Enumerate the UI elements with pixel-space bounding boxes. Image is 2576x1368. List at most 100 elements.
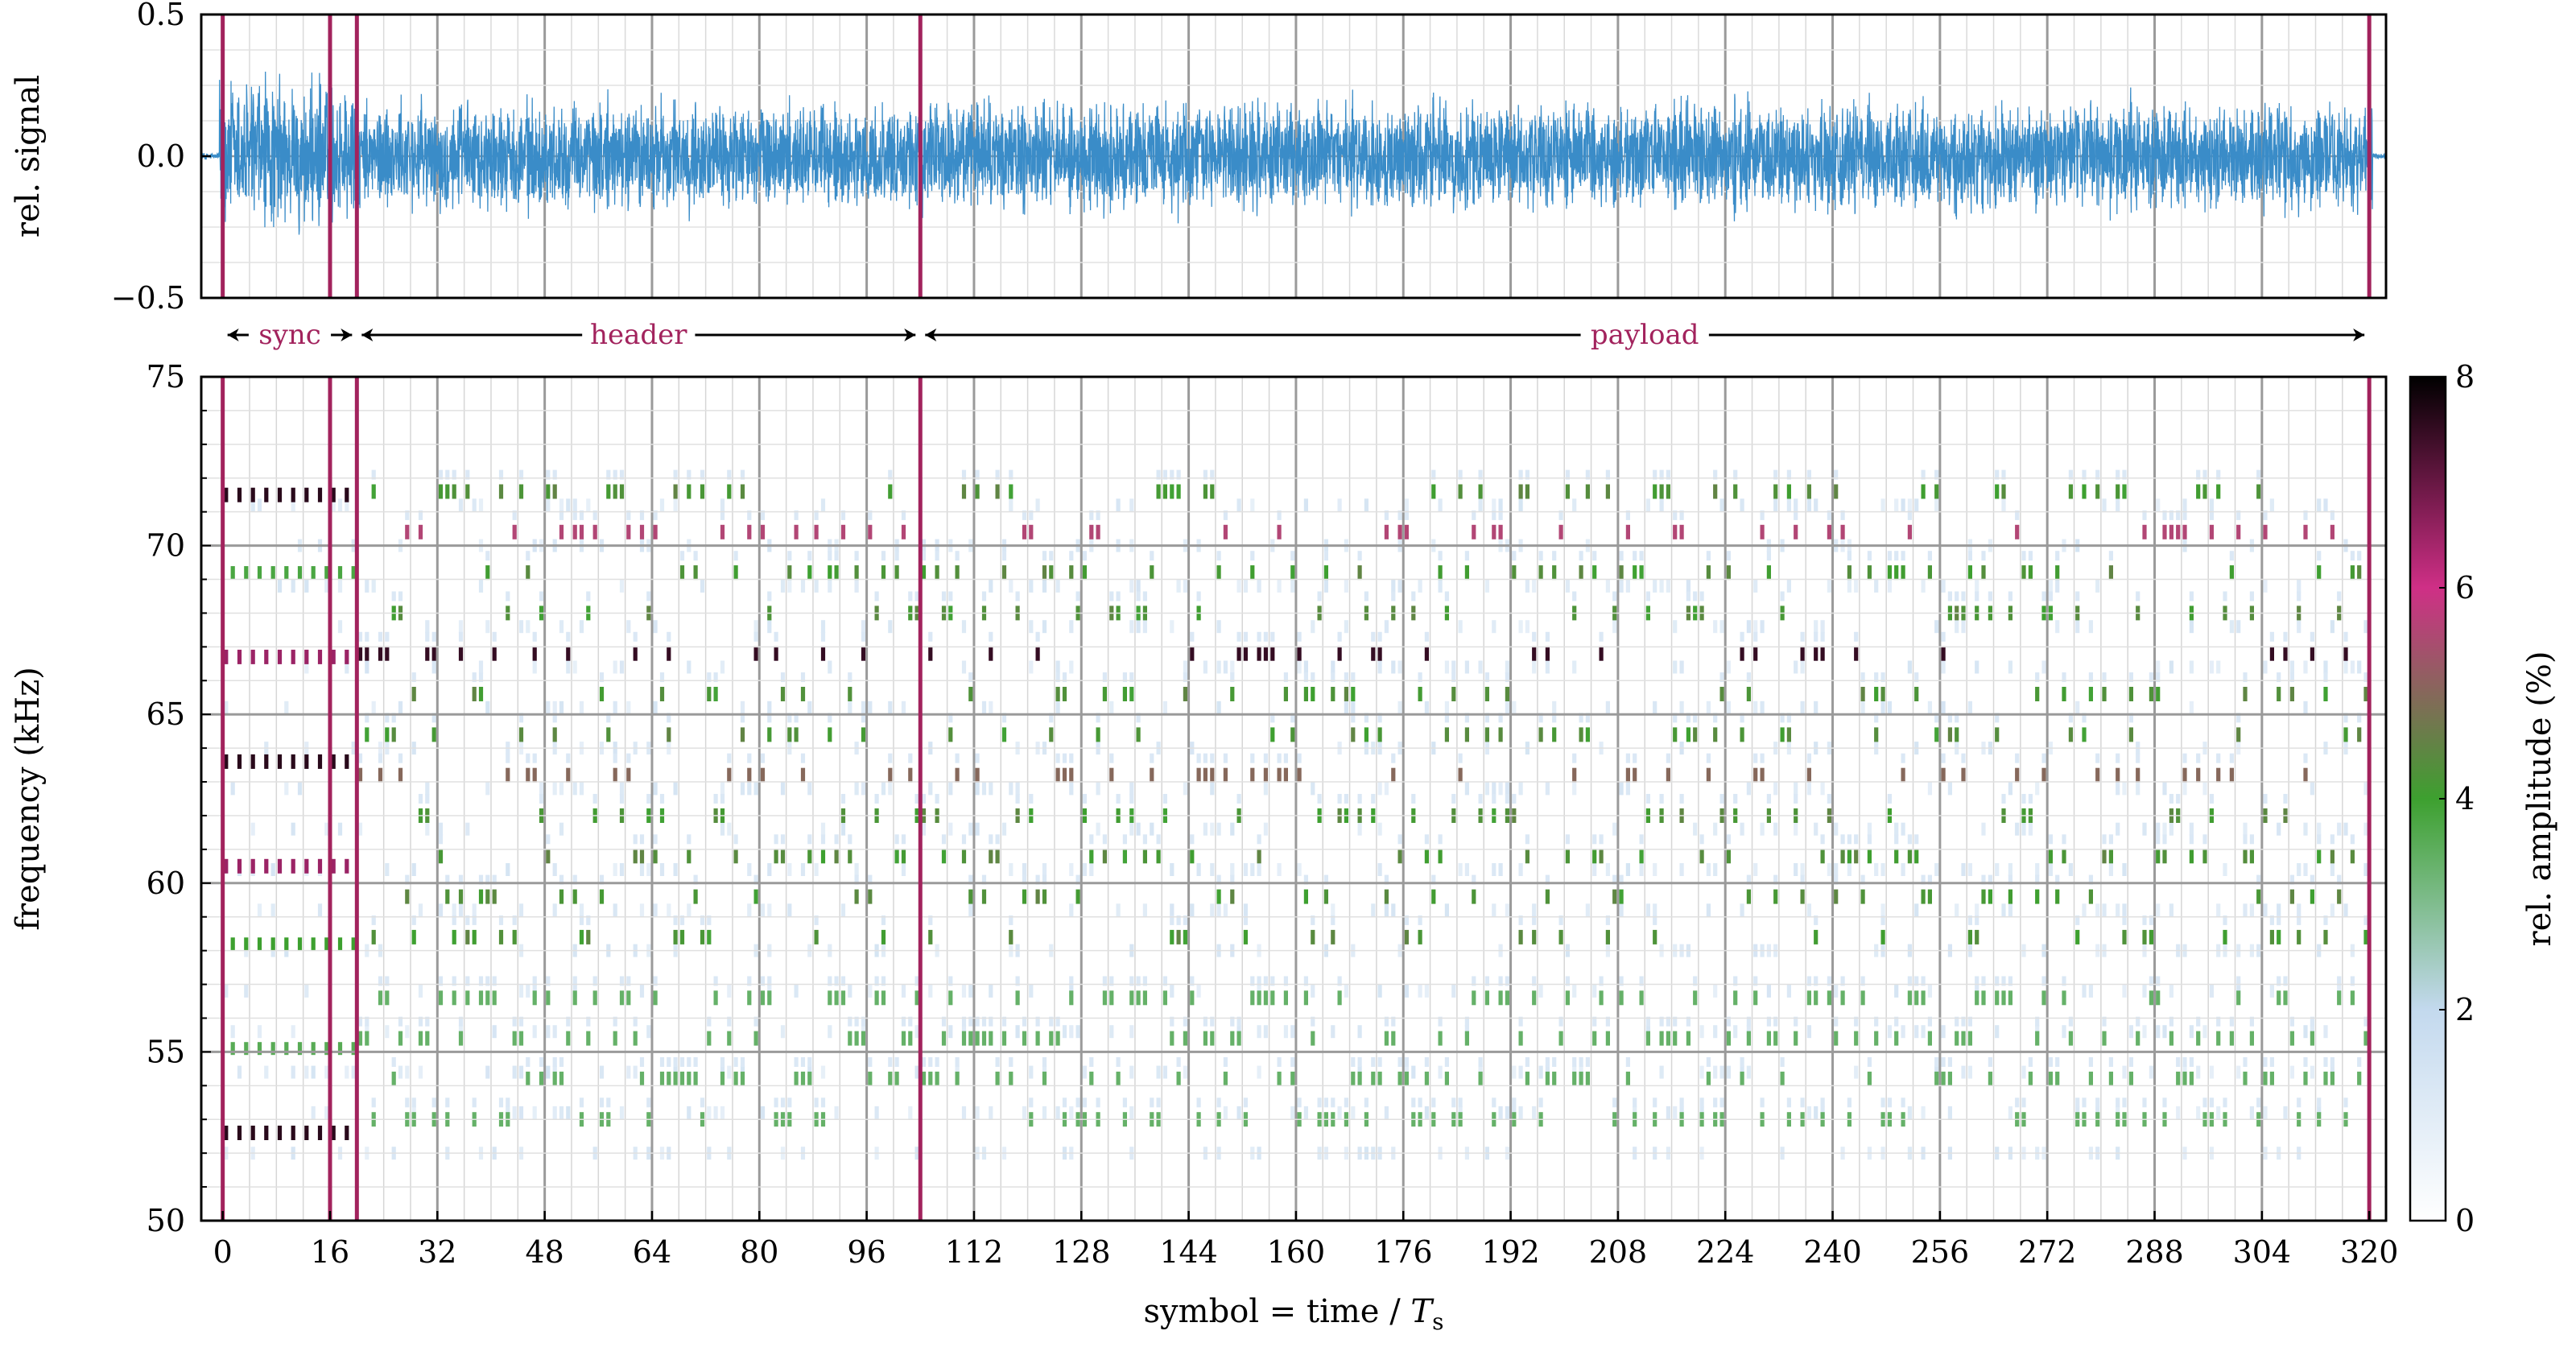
spectrogram-cell <box>1015 976 1020 986</box>
spectrogram-cell <box>921 1071 927 1086</box>
spectrogram-cell <box>1766 1031 1771 1046</box>
spectrogram-cell <box>1625 1057 1630 1067</box>
spectrogram-cell <box>1283 1025 1288 1039</box>
spectrogram-cell <box>1116 794 1121 804</box>
spectrogram-cell <box>351 1065 356 1079</box>
spectrogram-cell <box>633 834 638 845</box>
spectrogram-cell <box>1887 794 1892 804</box>
spectrogram-cell <box>297 1042 303 1056</box>
spectrogram-cell <box>888 767 893 783</box>
spectrogram-cell <box>2189 1071 2194 1086</box>
spectrogram-cell <box>546 990 551 1006</box>
spectrogram-cell <box>1384 510 1389 520</box>
spectrogram-cell <box>1673 713 1678 723</box>
spectrogram-cell <box>1075 1097 1080 1108</box>
spectrogram-cell <box>1082 1097 1087 1108</box>
spectrogram-cell <box>230 566 235 580</box>
spectrogram-cell <box>1585 903 1590 917</box>
spectrogram-cell <box>1049 551 1054 561</box>
spectrogram-cell <box>478 990 484 1006</box>
spectrogram-cell <box>1183 915 1187 925</box>
spectrogram-cell <box>518 713 524 723</box>
section-annotations: sync header payload <box>227 319 2365 351</box>
spectrogram-cell <box>452 903 456 917</box>
spectrogram-cell <box>2095 767 2100 783</box>
spectrogram-cell <box>586 1031 591 1046</box>
spectrogram-cell <box>566 646 571 661</box>
spectrogram-cell <box>2001 903 2006 917</box>
spectrogram-cell <box>1552 701 1557 714</box>
spectrogram-cell <box>1190 849 1195 864</box>
spectrogram-cell <box>720 498 725 512</box>
spectrogram-cell <box>1055 672 1060 683</box>
spectrogram-cell <box>1190 903 1195 917</box>
spectrogram-cell <box>1150 753 1154 763</box>
spectrogram-cell <box>1766 565 1771 581</box>
section-arrow-head <box>2353 329 2365 341</box>
spectrogram-cell <box>2142 822 2147 836</box>
spectrogram-cell <box>1679 701 1684 714</box>
spectrogram-cell <box>2189 822 2194 836</box>
spectrogram-cell <box>1109 753 1114 763</box>
spectrogram-cell <box>485 551 490 561</box>
spectrogram-cell <box>753 889 758 904</box>
spectrogram-cell <box>1874 687 1879 701</box>
spectrogram-cell <box>1484 990 1489 1006</box>
spectrogram-cell <box>277 649 283 664</box>
spectrogram-cell <box>981 1031 987 1046</box>
spectrogram-cell <box>357 631 363 642</box>
spectrogram-cell <box>1552 713 1557 723</box>
spectrogram-cell <box>1424 849 1429 864</box>
x-tick-label: 128 <box>1052 1234 1111 1270</box>
spectrogram-cell <box>1277 579 1282 593</box>
spectrogram-cell <box>1223 753 1228 763</box>
spectrogram-cell <box>371 915 376 925</box>
spectrogram-cell <box>1612 874 1617 885</box>
spectrogram-cell <box>1874 579 1879 593</box>
spectrogram-cell <box>498 1097 504 1108</box>
spectrogram-cell <box>1431 874 1436 885</box>
spectrogram-cell <box>861 727 866 742</box>
spectrogram-cell <box>700 929 705 944</box>
spectrogram-cell <box>2015 1097 2020 1108</box>
spectrogram-cell <box>2182 767 2187 783</box>
spectrogram-cell <box>1955 903 1959 917</box>
spectrogram-cell <box>2028 551 2033 561</box>
spectrogram-cell <box>1653 469 1657 480</box>
spectrogram-cell <box>659 1057 665 1067</box>
spectrogram-cell <box>1257 834 1261 845</box>
spectrogram-cell <box>1927 874 1932 885</box>
spectrogram-cell <box>2182 510 2187 520</box>
spectrogram-cell <box>1505 990 1509 1006</box>
spectrogram-cell <box>2310 889 2314 904</box>
spectrogram-cell <box>1834 889 1839 904</box>
spectrogram-cell <box>2082 1097 2087 1108</box>
spectrogram-cell <box>646 794 651 804</box>
spectrogram-cell <box>941 849 947 864</box>
spectrogram-cell <box>2310 874 2314 885</box>
spectrogram-cell <box>1820 620 1825 634</box>
spectrogram-cell <box>1673 510 1678 520</box>
spectrogram-cell <box>1391 1016 1396 1027</box>
spectrogram-cell <box>1740 713 1744 723</box>
spectrogram-cell <box>1451 984 1456 998</box>
spectrogram-cell <box>1834 822 1839 836</box>
spectrogram-cell <box>438 469 444 480</box>
spectrogram-cell <box>559 889 564 904</box>
spectrogram-cell <box>1498 1106 1503 1119</box>
spectrogram-cell <box>2102 903 2107 917</box>
spectrogram-cell <box>814 1097 819 1108</box>
spectrogram-cell <box>506 863 510 876</box>
spectrogram-cell <box>995 834 1000 845</box>
spectrogram-cell <box>2102 849 2107 864</box>
spectrogram-cell <box>1337 646 1342 661</box>
spectrogram-cell <box>901 1016 906 1027</box>
spectrogram-cell <box>1216 903 1221 917</box>
spectrogram-cell <box>2337 822 2342 836</box>
spectrogram-cell <box>840 903 846 917</box>
spectrogram-cell <box>1203 767 1208 783</box>
spectrogram-cell <box>981 1016 987 1027</box>
spectrogram-cell <box>1230 1016 1235 1027</box>
spectrogram-cell <box>2142 510 2147 520</box>
spectrogram-cell <box>1565 976 1570 986</box>
